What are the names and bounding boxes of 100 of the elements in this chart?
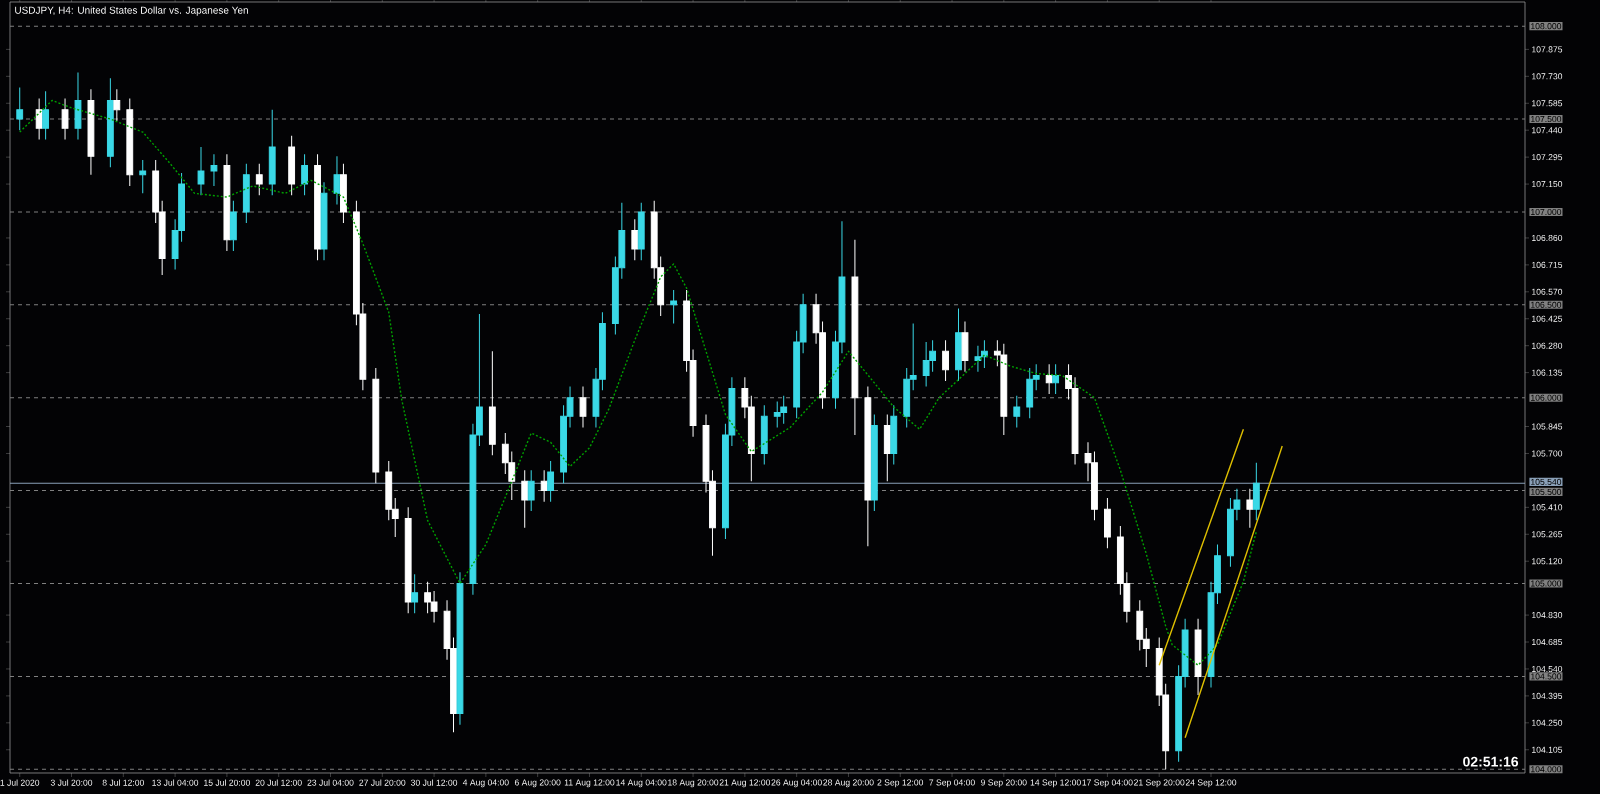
- candlestick: [87, 88, 95, 176]
- y-tick-label: 105.700: [1532, 450, 1563, 457]
- ref-line-label: 104.000: [1531, 766, 1562, 773]
- y-tick-label: 104.105: [1532, 746, 1563, 753]
- y-tick-label: 105.120: [1532, 558, 1563, 565]
- candlestick: [540, 469, 548, 503]
- ref-line-label: 104.500: [1531, 673, 1562, 680]
- x-tick-label: 21 Aug 12:00: [719, 779, 771, 788]
- candlestick: [268, 109, 276, 196]
- x-tick-label: 17 Sep 04:00: [1082, 779, 1133, 788]
- y-tick-label: 105.265: [1532, 531, 1563, 538]
- y-tick-label: 107.295: [1532, 154, 1563, 161]
- candlestick: [320, 181, 328, 261]
- y-tick-label: 106.280: [1532, 342, 1563, 349]
- candlestick: [411, 573, 419, 614]
- candlestick: [760, 404, 768, 466]
- y-tick-label: 107.875: [1532, 46, 1563, 53]
- ref-line-label: 106.000: [1531, 394, 1562, 401]
- x-tick-label: 11 Aug 12:00: [564, 779, 615, 788]
- x-tick-label: 7 Sep 04:00: [929, 779, 975, 788]
- y-tick-label: 106.425: [1532, 315, 1563, 322]
- x-tick-label: 3 Jul 20:00: [50, 779, 93, 786]
- x-tick-label: 30 Jul 12:00: [410, 779, 458, 786]
- candlestick: [864, 386, 872, 547]
- candlestick: [340, 163, 347, 224]
- candlestick: [942, 339, 949, 382]
- candlestick: [1252, 462, 1260, 521]
- x-tick-label: 1 Jul 2020: [0, 779, 40, 786]
- candlestick: [113, 88, 121, 122]
- x-tick-label: 8 Jul 12:00: [102, 779, 145, 786]
- x-tick-label: 21 Sep 20:00: [1134, 779, 1185, 788]
- x-tick-label: 6 Aug 20:00: [514, 779, 561, 788]
- candlestick: [223, 153, 231, 252]
- candlestick: [126, 98, 134, 187]
- x-tick-label: 13 Jul 04:00: [152, 779, 199, 786]
- candlestick: [890, 404, 898, 466]
- candlestick: [1052, 363, 1060, 395]
- ref-line-label: 108.000: [1531, 23, 1562, 30]
- candlestick: [670, 289, 678, 324]
- x-tick-label: 4 Aug 04:00: [462, 779, 509, 788]
- y-tick-label: 107.585: [1532, 100, 1563, 107]
- candlestick: [333, 155, 341, 205]
- x-tick-label: 23 Jul 04:00: [307, 779, 354, 786]
- candlestick: [1104, 497, 1111, 549]
- candlestick: [242, 163, 250, 224]
- candlestick: [229, 200, 237, 252]
- candlestick: [631, 218, 639, 261]
- candlestick: [1194, 618, 1202, 696]
- candlestick: [637, 202, 645, 261]
- candlestick: [851, 239, 859, 436]
- candlestick: [16, 86, 24, 131]
- y-tick-label: 105.845: [1532, 423, 1563, 430]
- candlestick: [35, 98, 43, 140]
- y-tick-label: 107.730: [1532, 73, 1563, 80]
- y-tick-label: 107.440: [1532, 127, 1563, 134]
- y-tick-label: 107.150: [1532, 181, 1563, 188]
- y-tick-label: 106.135: [1532, 369, 1563, 376]
- candlestick: [404, 506, 412, 614]
- y-tick-label: 104.250: [1532, 719, 1563, 726]
- ref-line-label: 106.500: [1531, 301, 1562, 308]
- y-tick-label: 106.860: [1532, 234, 1563, 241]
- candlestick: [547, 460, 555, 503]
- candlestick: [42, 90, 50, 140]
- candlestick: [197, 146, 205, 196]
- y-tick-label: 104.830: [1532, 612, 1563, 619]
- x-tick-label: 28 Aug 20:00: [823, 779, 874, 788]
- candlestick: [106, 77, 114, 168]
- x-tick-label: 26 Aug 04:00: [771, 779, 822, 788]
- candlestick: [301, 153, 309, 196]
- candlestick: [521, 469, 529, 529]
- candlestick: [255, 163, 263, 196]
- y-tick-label: 104.395: [1532, 692, 1563, 699]
- x-tick-label: 20 Jul 12:00: [255, 779, 302, 786]
- y-tick-label: 106.715: [1532, 261, 1563, 268]
- candlestick: [314, 153, 321, 261]
- candlestick: [1246, 488, 1254, 529]
- candlestick: [961, 321, 969, 373]
- y-tick-label: 105.410: [1532, 504, 1563, 511]
- x-tick-label: 27 Jul 20:00: [359, 779, 406, 786]
- x-tick-label: 14 Aug 04:00: [616, 779, 667, 788]
- x-tick-label: 15 Jul 20:00: [204, 779, 250, 786]
- ref-line-label: 105.000: [1531, 580, 1562, 587]
- candlestick: [527, 469, 535, 512]
- chart-title: USDJPY, H4: United States Dollar vs. Japanese Yen: [15, 6, 248, 16]
- candlestick: [955, 308, 962, 382]
- ref-line-label: 105.500: [1531, 488, 1562, 495]
- candlestick: [74, 72, 82, 140]
- candlestick: [1013, 395, 1021, 428]
- candlestick: [372, 367, 380, 484]
- x-tick-label: 9 Sep 20:00: [981, 779, 1027, 788]
- ref-line-label: 107.000: [1531, 208, 1562, 215]
- y-tick-label: 106.570: [1532, 288, 1563, 295]
- candlestick: [288, 135, 296, 196]
- candlestick: [456, 571, 464, 726]
- annotation: 02:51:16: [1463, 756, 1519, 767]
- candlestick: [488, 350, 496, 456]
- x-tick-label: 24 Sep 12:00: [1185, 779, 1237, 788]
- x-tick-label: 2 Sep 12:00: [877, 779, 924, 788]
- candlestick: [139, 159, 147, 194]
- y-tick-label: 104.685: [1532, 638, 1563, 646]
